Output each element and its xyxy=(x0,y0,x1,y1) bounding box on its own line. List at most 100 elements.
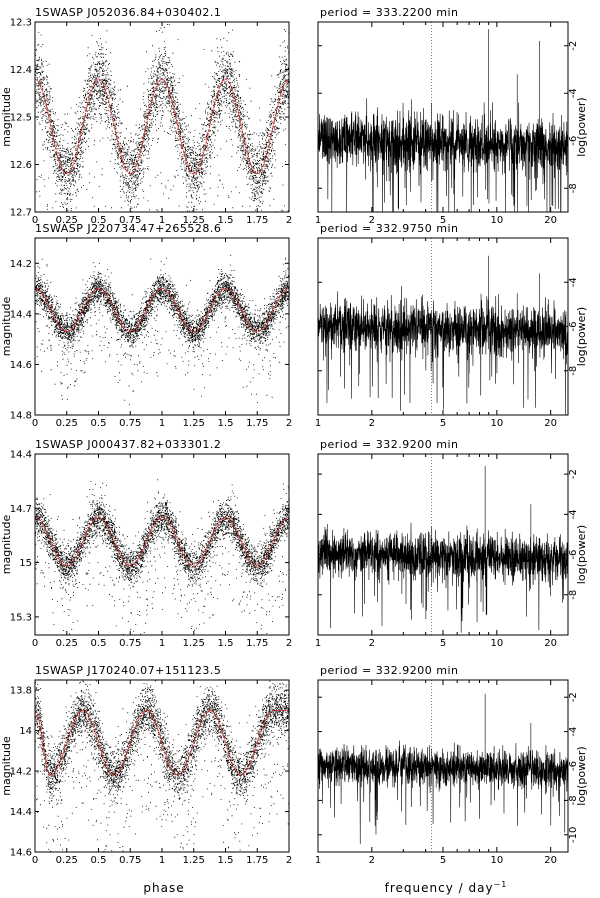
y-axis-label: magnitude xyxy=(0,297,13,357)
y-tick-label: -8 xyxy=(568,795,579,805)
power-spectrum xyxy=(317,466,569,633)
x-tick-label: 1 xyxy=(159,638,165,649)
y-tick-label: 14.6 xyxy=(10,848,32,859)
x-tick-label: 0.75 xyxy=(119,855,141,866)
periodogram-title: period = 333.2200 min xyxy=(320,6,458,19)
y-tick-label: -2 xyxy=(568,469,579,479)
x-tick-label: 0 xyxy=(32,418,38,429)
x-tick-label: 5 xyxy=(440,855,446,866)
light-curve-title: 1SWASP J000437.82+033301.2 xyxy=(35,438,221,451)
x-tick-label: 2 xyxy=(286,638,292,649)
y-tick-label: -4 xyxy=(568,88,579,98)
x-tick-label: 20 xyxy=(544,418,557,429)
data-points xyxy=(35,24,290,213)
power-spectrum xyxy=(317,29,569,213)
data-points xyxy=(35,254,290,406)
panels: 0 0.25 0.5 0.75 1 1.25 1.5 1.75 2 12.3 12.4 12.5 12.… xyxy=(0,6,588,866)
y-axis-label: log(power) xyxy=(575,97,588,156)
y-tick-label: -2 xyxy=(568,692,579,702)
x-tick-label: 1.25 xyxy=(183,855,205,866)
x-tick-label: 0.75 xyxy=(119,215,141,226)
x-tick-label: 2 xyxy=(369,418,375,429)
periodogram-panel: 1 2 5 10 20 -2 -4 -6 -8 period = 332.9200 min log(… xyxy=(315,438,588,649)
x-tick-label: 1.5 xyxy=(218,855,234,866)
periodogram-title: period = 332.9200 min xyxy=(320,438,458,451)
x-tick-label: 0.25 xyxy=(56,638,78,649)
folded-light-curve xyxy=(34,516,290,567)
x-tick-label: 0.5 xyxy=(91,638,107,649)
x-tick-label: 2 xyxy=(369,855,375,866)
y-axis-label: log(power) xyxy=(575,746,588,805)
x-tick-label: 1.25 xyxy=(183,638,205,649)
y-tick-label: -4 xyxy=(568,277,579,287)
x-tick-label: 1.5 xyxy=(218,215,234,226)
x-tick-label: 1 xyxy=(315,215,321,226)
periodogram-panel: 1 2 5 10 20 -2 -4 -6 -8 -10 period = 332.9200 min l… xyxy=(315,664,588,866)
x-tick-label: 2 xyxy=(286,215,292,226)
x-tick-label: 1.75 xyxy=(246,638,268,649)
y-tick-label: -8 xyxy=(568,590,579,600)
x-tick-label: 10 xyxy=(490,418,503,429)
x-tick-label: 0.75 xyxy=(119,418,141,429)
x-tick-label: 2 xyxy=(369,215,375,226)
y-tick-label: -10 xyxy=(568,827,579,843)
data-points xyxy=(35,680,290,853)
y-tick-label: 12.6 xyxy=(10,160,32,171)
x-tick-label: 0.25 xyxy=(56,418,78,429)
folded-light-curve xyxy=(34,78,290,175)
x-tick-label: 0 xyxy=(32,855,38,866)
x-tick-label: 1.25 xyxy=(183,418,205,429)
x-tick-label: 1 xyxy=(159,418,165,429)
folded-light-curve xyxy=(34,288,290,332)
periodogram-panel: 1 2 5 10 20 -4 -6 -8 period = 332.9750 min log(po… xyxy=(315,222,588,429)
periodogram-title: period = 332.9200 min xyxy=(320,664,458,677)
x-tick-label: 5 xyxy=(440,215,446,226)
x-tick-label: 20 xyxy=(544,855,557,866)
y-tick-label: -2 xyxy=(568,41,579,51)
x-tick-label: 1.75 xyxy=(246,215,268,226)
y-tick-label: -8 xyxy=(568,366,579,376)
y-tick-label: -4 xyxy=(568,727,579,737)
y-axis-label: magnitude xyxy=(0,515,13,575)
power-spectrum xyxy=(317,693,569,845)
x-tick-label: 0.25 xyxy=(56,215,78,226)
y-tick-label: 14.4 xyxy=(10,807,32,818)
y-tick-label: 12.4 xyxy=(10,65,32,76)
x-tick-label: 0.5 xyxy=(91,855,107,866)
x-tick-label: 10 xyxy=(490,215,503,226)
x-tick-label: 1 xyxy=(159,855,165,866)
y-tick-label: 12.7 xyxy=(10,208,32,219)
y-tick-label: 13.8 xyxy=(10,686,32,697)
y-tick-label: 14.2 xyxy=(10,767,32,778)
x-tick-label: 1 xyxy=(315,855,321,866)
x-tick-label: 5 xyxy=(440,418,446,429)
x-tick-label: 5 xyxy=(440,638,446,649)
x-tick-label: 0.5 xyxy=(91,215,107,226)
x-tick-label: 10 xyxy=(490,638,503,649)
y-tick-label: 12.5 xyxy=(10,113,32,124)
x-tick-label: 1.75 xyxy=(246,418,268,429)
y-tick-label: -6 xyxy=(568,136,579,146)
y-tick-label: 15 xyxy=(19,558,32,569)
x-tick-label: 2 xyxy=(286,418,292,429)
x-tick-label: 1.75 xyxy=(246,855,268,866)
power-spectrum xyxy=(317,255,569,416)
y-axis-label: log(power) xyxy=(575,525,588,584)
x-tick-label: 2 xyxy=(369,638,375,649)
x-axis-label-frequency: frequency / day−1 xyxy=(385,880,508,895)
folded-light-curve xyxy=(34,709,289,776)
light-curve-panel: 0 0.25 0.5 0.75 1 1.25 1.5 1.75 2 14.4 14.7 15 15.3 1… xyxy=(0,438,292,649)
x-tick-label: 1.5 xyxy=(218,638,234,649)
x-tick-label: 0.25 xyxy=(56,855,78,866)
light-curve-title: 1SWASP J220734.47+265528.6 xyxy=(35,222,221,235)
x-tick-label: 0 xyxy=(32,638,38,649)
y-tick-label: 14.4 xyxy=(10,309,32,320)
x-tick-label: 10 xyxy=(490,855,503,866)
y-tick-label: -6 xyxy=(568,322,579,332)
y-tick-label: 14.6 xyxy=(10,360,32,371)
light-curve-title: 1SWASP J170240.07+151123.5 xyxy=(35,664,221,677)
x-tick-label: 1.5 xyxy=(218,418,234,429)
x-tick-label: 2 xyxy=(286,855,292,866)
data-points xyxy=(35,479,290,636)
